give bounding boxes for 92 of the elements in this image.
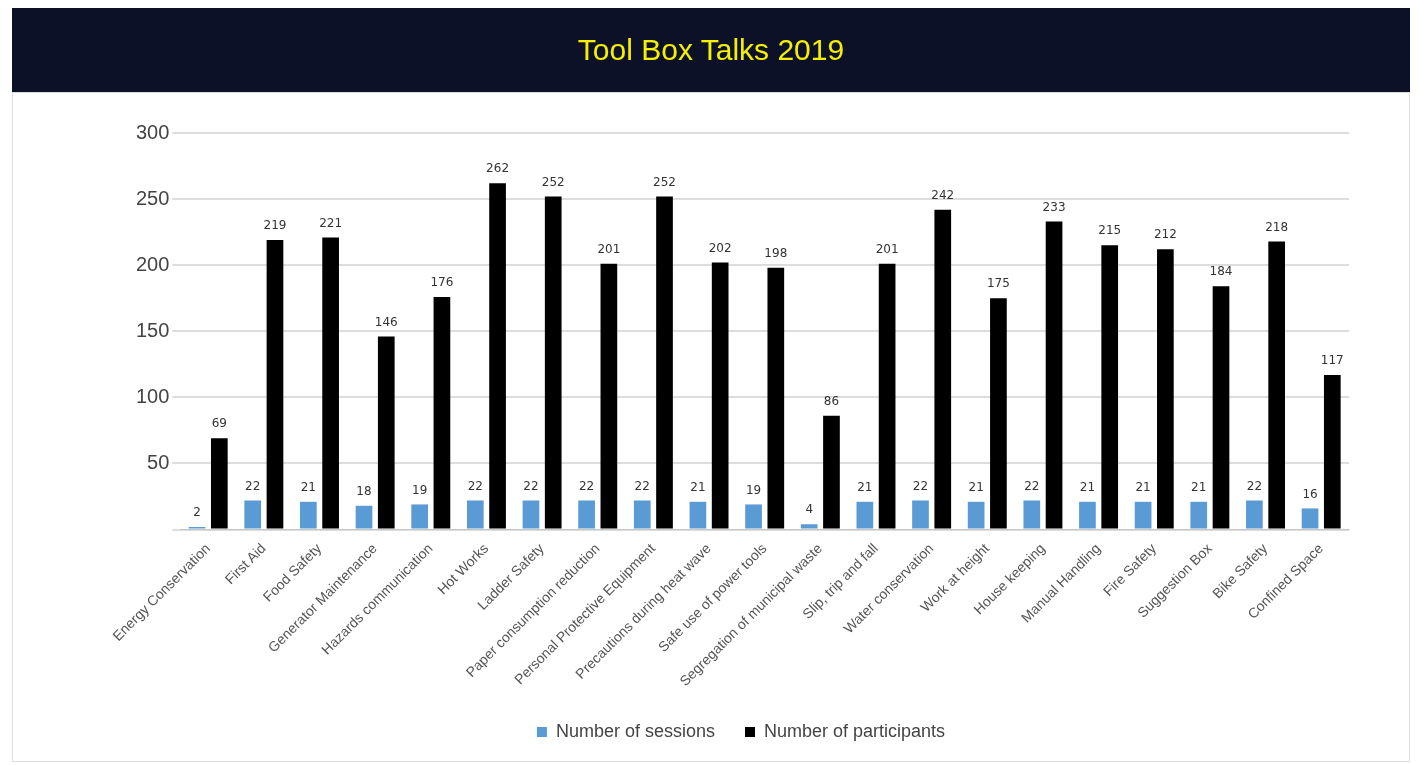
bar bbox=[1212, 286, 1230, 529]
y-tick-label: 200 bbox=[135, 252, 170, 275]
data-label: 146 bbox=[374, 314, 398, 329]
data-label: 19 bbox=[745, 482, 762, 497]
data-label: 219 bbox=[263, 218, 287, 233]
bar bbox=[912, 500, 929, 529]
data-label: 22 bbox=[1024, 478, 1040, 493]
data-label: 22 bbox=[245, 478, 261, 493]
data-label: 212 bbox=[1153, 227, 1177, 242]
data-label: 69 bbox=[211, 416, 227, 431]
data-label: 117 bbox=[1320, 353, 1344, 368]
bar bbox=[1157, 249, 1174, 529]
data-label: 16 bbox=[1302, 486, 1318, 501]
bar bbox=[990, 298, 1007, 529]
data-label: 21 bbox=[1079, 479, 1096, 494]
bar bbox=[1268, 241, 1285, 529]
data-label: 2 bbox=[193, 505, 201, 520]
data-label: 176 bbox=[430, 275, 454, 290]
bar bbox=[1101, 245, 1119, 529]
bar bbox=[633, 500, 651, 529]
data-label: 22 bbox=[1246, 478, 1263, 493]
bar bbox=[489, 183, 506, 529]
data-label: 252 bbox=[653, 174, 676, 189]
data-label: 198 bbox=[764, 245, 788, 260]
data-label: 19 bbox=[412, 482, 428, 497]
bar bbox=[656, 196, 673, 529]
bar bbox=[745, 504, 762, 529]
data-label: 21 bbox=[968, 479, 984, 494]
data-label: 21 bbox=[1191, 479, 1207, 494]
data-label: 22 bbox=[912, 478, 929, 493]
bar bbox=[1190, 501, 1208, 529]
bar bbox=[967, 501, 985, 529]
data-label: 22 bbox=[578, 478, 595, 493]
bar bbox=[433, 296, 451, 529]
bar bbox=[1134, 501, 1152, 529]
bar bbox=[1246, 500, 1263, 529]
bar bbox=[244, 500, 262, 529]
legend-label: Number of participants bbox=[763, 720, 946, 741]
bar bbox=[1079, 501, 1096, 529]
chart-title: Tool Box Talks 2019 bbox=[12, 8, 1410, 92]
data-label: 4 bbox=[805, 502, 814, 517]
bar bbox=[210, 438, 228, 529]
data-label: 233 bbox=[1042, 199, 1066, 214]
bar bbox=[1301, 508, 1319, 529]
bar bbox=[800, 524, 818, 529]
bar bbox=[600, 263, 618, 529]
data-label: 242 bbox=[931, 187, 955, 202]
data-label: 86 bbox=[823, 394, 840, 408]
data-label: 22 bbox=[634, 478, 650, 493]
bar bbox=[711, 262, 729, 529]
y-tick-label: 150 bbox=[135, 318, 170, 341]
y-tick-label: 50 bbox=[147, 450, 170, 473]
bar bbox=[522, 500, 540, 529]
bar bbox=[578, 500, 595, 529]
y-tick-label: 300 bbox=[135, 120, 170, 143]
data-label: 201 bbox=[597, 241, 621, 256]
legend-label: Number of sessions bbox=[555, 720, 716, 741]
data-label: 184 bbox=[1209, 264, 1233, 279]
bar bbox=[266, 240, 284, 529]
data-label: 22 bbox=[523, 478, 539, 493]
data-label: 262 bbox=[486, 161, 510, 176]
bar bbox=[1023, 500, 1041, 529]
data-label: 21 bbox=[690, 479, 706, 494]
data-label: 202 bbox=[708, 240, 732, 255]
bar bbox=[544, 196, 562, 529]
bar bbox=[411, 504, 429, 529]
data-label: 201 bbox=[875, 241, 899, 256]
bar bbox=[689, 501, 707, 529]
bar bbox=[300, 501, 317, 529]
bar bbox=[355, 505, 373, 529]
bar bbox=[1045, 221, 1063, 529]
data-label: 175 bbox=[986, 276, 1010, 291]
y-tick-label: 100 bbox=[135, 384, 170, 407]
bar bbox=[823, 415, 840, 529]
bar bbox=[322, 237, 339, 529]
data-label: 218 bbox=[1265, 219, 1289, 234]
bar bbox=[856, 501, 874, 529]
data-label: 252 bbox=[541, 174, 565, 189]
data-label: 22 bbox=[467, 478, 483, 493]
data-label: 21 bbox=[857, 479, 873, 494]
y-tick-label: 250 bbox=[135, 186, 170, 209]
data-label: 221 bbox=[319, 215, 343, 230]
bar bbox=[934, 209, 952, 529]
bar bbox=[466, 500, 484, 529]
data-label: 21 bbox=[300, 479, 316, 494]
data-label: 18 bbox=[356, 483, 372, 498]
data-label: 21 bbox=[1135, 479, 1151, 494]
bar bbox=[767, 267, 785, 529]
bar bbox=[377, 336, 395, 529]
bar bbox=[878, 263, 896, 529]
data-label: 215 bbox=[1098, 223, 1122, 238]
bar bbox=[1323, 374, 1341, 529]
